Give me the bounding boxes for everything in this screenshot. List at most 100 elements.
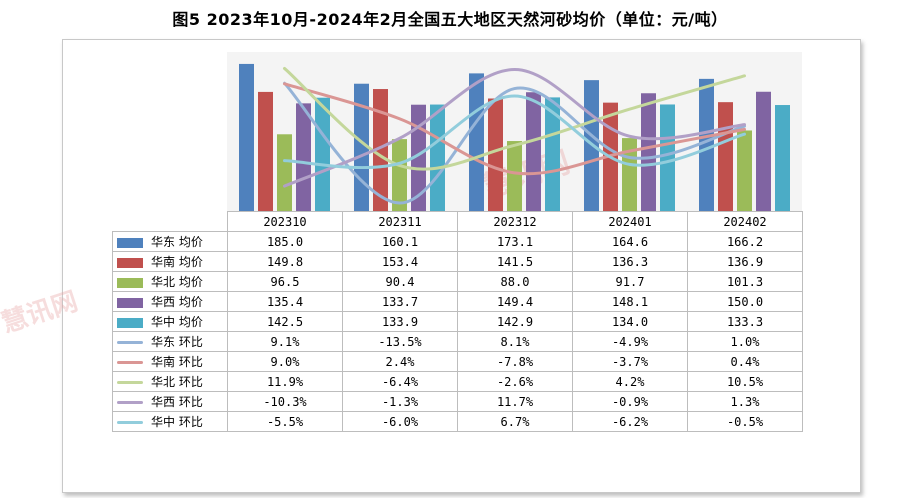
bar-华西-202402 [756,91,771,211]
chart-title: 图5 2023年10月-2024年2月全国五大地区天然河砂均价（单位：元/吨） [172,10,728,29]
line-华中-mom [283,94,746,170]
table-row: 华中 环比 -5.5% -6.0% 6.7% -6.2% -0.5% [112,411,803,432]
category-label-202312: 202312 [457,211,573,232]
legend-key-icon [117,381,143,384]
bar-华西-202310 [296,103,311,211]
bar-华北-202312 [507,141,522,211]
series-label: 华西 环比 [112,391,228,412]
series-name: 华西 均价 [151,295,203,309]
category-label-202311: 202311 [342,211,458,232]
data-label: 96.5 [227,271,343,292]
legend-key-icon [117,401,143,404]
bar-华南-202312 [488,98,503,211]
data-label: -2.6% [457,371,573,392]
series-label: 华南 环比 [112,351,228,372]
data-label: 160.1 [342,231,458,252]
data-label: 101.3 [687,271,803,292]
data-label: -3.7% [572,351,688,372]
data-label: 133.9 [342,311,458,332]
table-row: 华中 均价 142.5 133.9 142.9 134.0 133.3 [112,311,803,332]
data-label: 148.1 [572,291,688,312]
bar-华中-202312 [545,97,560,211]
data-label: -4.9% [572,331,688,352]
data-label: 149.4 [457,291,573,312]
bar-华北-202402 [737,130,752,211]
data-label: 135.4 [227,291,343,312]
table-row: 华西 均价 135.4 133.7 149.4 148.1 150.0 [112,291,803,312]
bar-华西-202401 [641,93,656,211]
bar-华中-202311 [430,104,445,211]
data-label: 91.7 [572,271,688,292]
bar-华西-202312 [526,92,541,211]
data-label: 133.3 [687,311,803,332]
table-row: 华北 均价 96.5 90.4 88.0 91.7 101.3 [112,271,803,292]
data-label: 142.5 [227,311,343,332]
data-label: 11.7% [457,391,573,412]
data-label: 164.6 [572,231,688,252]
series-name: 华西 环比 [151,395,203,409]
series-label: 华中 环比 [112,411,228,432]
table-row: 华北 环比 11.9% -6.4% -2.6% 4.2% 10.5% [112,371,803,392]
bar-华北-202311 [392,139,407,211]
data-label: 136.3 [572,251,688,272]
table-row: 华东 环比 9.1% -13.5% 8.1% -4.9% 1.0% [112,331,803,352]
bar-华北-202310 [277,134,292,211]
data-label: 11.9% [227,371,343,392]
series-name: 华中 均价 [151,315,203,329]
bar-华南-202402 [718,102,733,211]
data-label: 88.0 [457,271,573,292]
legend-key-icon [117,237,143,248]
bar-华东-202312 [469,73,484,211]
legend-key-icon [117,257,143,268]
series-label: 华北 均价 [112,271,228,292]
series-label: 华南 均价 [112,251,228,272]
data-label: -0.5% [687,411,803,432]
series-name: 华南 环比 [151,355,203,369]
data-label: 1.0% [687,331,803,352]
table-row: 华西 环比 -10.3% -1.3% 11.7% -0.9% 1.3% [112,391,803,412]
bar-华南-202311 [373,89,388,211]
bar-华中-202402 [775,105,790,211]
data-label: 141.5 [457,251,573,272]
series-name: 华东 均价 [151,235,203,249]
series-label: 华东 均价 [112,231,228,252]
series-name: 华中 环比 [151,415,203,429]
table-corner [112,211,228,232]
category-label-202310: 202310 [227,211,343,232]
data-label: 133.7 [342,291,458,312]
data-label: 10.5% [687,371,803,392]
legend-key-icon [117,421,143,424]
data-label: -13.5% [342,331,458,352]
category-label-202401: 202401 [572,211,688,232]
data-label: 6.7% [457,411,573,432]
data-label: -6.0% [342,411,458,432]
data-label: 1.3% [687,391,803,412]
data-table: 202310 202311 202312 202401 202402 华东 均价 185.0… [112,211,803,432]
table-row: 华南 均价 149.8 153.4 141.5 136.3 136.9 [112,251,803,272]
data-label: 134.0 [572,311,688,332]
bar-华中-202310 [315,97,330,211]
data-label: 153.4 [342,251,458,272]
data-label: 136.9 [687,251,803,272]
data-label: -7.8% [457,351,573,372]
table-row: 华南 环比 9.0% 2.4% -7.8% -3.7% 0.4% [112,351,803,372]
series-name: 华南 均价 [151,255,203,269]
bar-华中-202401 [660,104,675,211]
data-label: 150.0 [687,291,803,312]
series-label: 华东 环比 [112,331,228,352]
data-label: 8.1% [457,331,573,352]
series-label: 华西 均价 [112,291,228,312]
data-label: 4.2% [572,371,688,392]
data-label: 90.4 [342,271,458,292]
series-label: 华北 环比 [112,371,228,392]
data-label: 2.4% [342,351,458,372]
data-label: -6.4% [342,371,458,392]
line-华东-mom [283,81,746,205]
legend-key-icon [117,341,143,344]
data-label: 9.1% [227,331,343,352]
data-label: 149.8 [227,251,343,272]
line-华西-mom [283,67,746,188]
table-row: 华东 均价 185.0 160.1 173.1 164.6 166.2 [112,231,803,252]
data-label: -6.2% [572,411,688,432]
bar-华东-202402 [699,78,714,211]
